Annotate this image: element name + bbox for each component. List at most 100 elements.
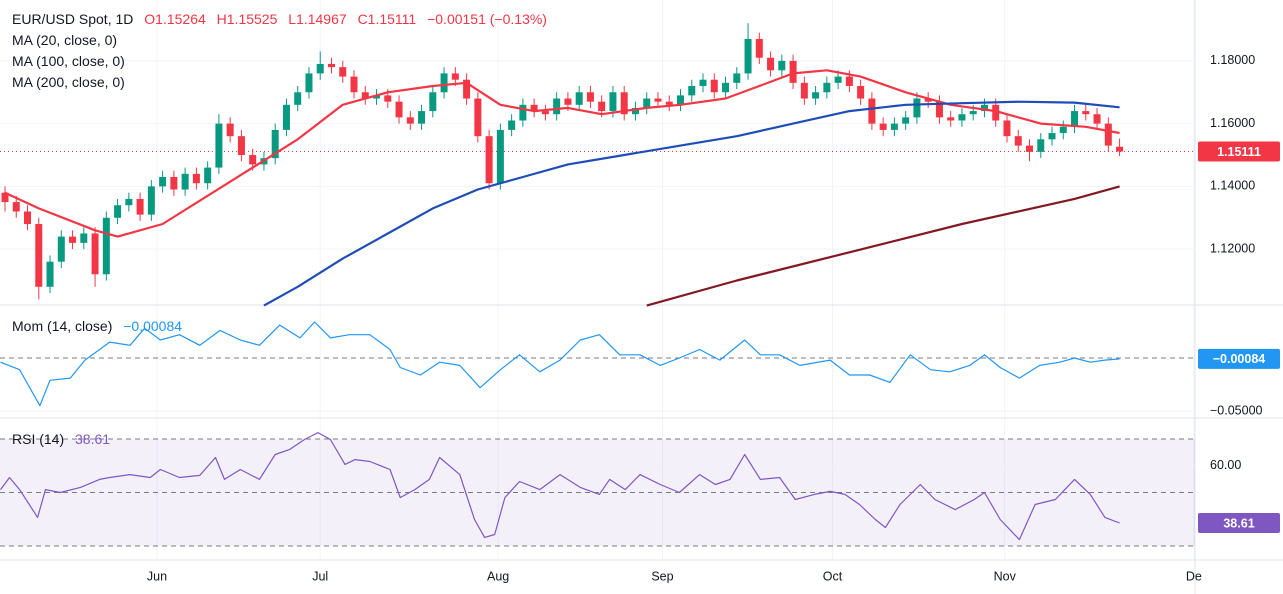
candle-body bbox=[69, 236, 77, 243]
legend-entry: Mom (14, close) bbox=[12, 318, 113, 334]
candle-body bbox=[485, 136, 493, 184]
candle-body bbox=[294, 92, 302, 105]
candle-body bbox=[57, 236, 65, 262]
candle-body bbox=[440, 73, 448, 93]
candle-body bbox=[778, 60, 786, 71]
candle-body bbox=[361, 92, 369, 99]
candle-body bbox=[215, 123, 223, 168]
x-tick-label: Oct bbox=[823, 569, 843, 583]
candle-body bbox=[823, 82, 831, 93]
candle-body bbox=[969, 111, 977, 115]
price-tag: 1.15111 bbox=[1217, 145, 1261, 159]
change-label: −0.00151 (−0.13%) bbox=[427, 11, 547, 27]
candle-body bbox=[530, 104, 538, 112]
close-label: C1.15111 bbox=[357, 11, 417, 27]
candle-body bbox=[1037, 139, 1045, 152]
legend-entry: MA (200, close, 0) bbox=[12, 74, 125, 90]
candle-body bbox=[282, 104, 290, 130]
candle-body bbox=[136, 198, 144, 215]
value-tag: 38.61 bbox=[1223, 516, 1254, 530]
candle-body bbox=[541, 111, 549, 115]
candle-body bbox=[1003, 120, 1011, 137]
candle-body bbox=[305, 73, 313, 93]
candle-body bbox=[575, 92, 583, 105]
moving-average bbox=[263, 100, 1120, 307]
moving-average bbox=[4, 69, 1120, 238]
candle-body bbox=[316, 64, 324, 74]
y-tick-label: 1.12000 bbox=[1210, 241, 1255, 255]
candle-body bbox=[812, 92, 820, 99]
candle-body bbox=[395, 101, 403, 118]
candle-body bbox=[519, 104, 527, 121]
y-tick-label: 60.00 bbox=[1210, 458, 1241, 472]
candle-body bbox=[1014, 136, 1022, 146]
y-tick-label: 1.16000 bbox=[1210, 116, 1255, 130]
candle-body bbox=[24, 211, 32, 225]
candle-body bbox=[1048, 133, 1056, 140]
candle-body bbox=[429, 92, 437, 112]
y-tick-label: 1.14000 bbox=[1210, 179, 1255, 193]
x-tick-label: Jun bbox=[147, 569, 167, 583]
candle-body bbox=[868, 98, 876, 124]
candle-body bbox=[800, 82, 808, 99]
candle-body bbox=[744, 38, 752, 74]
candle-body bbox=[12, 202, 20, 212]
moving-average bbox=[646, 185, 1120, 307]
y-tick-label: −0.05000 bbox=[1210, 403, 1263, 417]
candle-body bbox=[1093, 114, 1101, 124]
candle-body bbox=[654, 98, 662, 102]
candle-body bbox=[676, 95, 684, 105]
x-tick-label: Nov bbox=[994, 569, 1017, 583]
main-legend: EUR/USD Spot, 1D O1.15264 H1.15525 L1.14… bbox=[12, 9, 554, 93]
candle-body bbox=[1026, 145, 1034, 152]
rsi-legend: RSI (14) 38.61 bbox=[12, 429, 117, 450]
candle-body bbox=[339, 67, 347, 77]
candle-body bbox=[1059, 126, 1067, 134]
y-tick-label: 1.18000 bbox=[1210, 53, 1255, 67]
candle-body bbox=[463, 79, 471, 99]
candle-body bbox=[767, 57, 775, 71]
candle-body bbox=[271, 129, 279, 159]
open-label: O1.15264 bbox=[144, 11, 206, 27]
candle-body bbox=[46, 261, 54, 287]
candle-body bbox=[1071, 111, 1079, 127]
candle-body bbox=[170, 176, 178, 190]
legend-value: −0.00084 bbox=[123, 318, 183, 334]
candle-body bbox=[406, 117, 414, 124]
candle-body bbox=[91, 233, 99, 275]
candle-body bbox=[451, 73, 459, 80]
candle-body bbox=[564, 98, 572, 105]
legend-entry: RSI (14) bbox=[12, 431, 65, 447]
candle-body bbox=[181, 173, 189, 190]
symbol-title: EUR/USD Spot, 1D bbox=[12, 11, 134, 27]
candle-body bbox=[755, 38, 763, 58]
candle-body bbox=[722, 82, 730, 93]
candle-body bbox=[598, 101, 606, 112]
candle-body bbox=[237, 136, 245, 156]
candle-body bbox=[789, 60, 797, 83]
candle-body bbox=[710, 79, 718, 93]
x-tick-label: Sep bbox=[651, 569, 673, 583]
candle-body bbox=[204, 167, 212, 184]
candle-body bbox=[102, 217, 110, 275]
legend-row: EUR/USD Spot, 1D O1.15264 H1.15525 L1.14… bbox=[12, 9, 554, 30]
indicator-line bbox=[0, 321, 1120, 407]
candle-body bbox=[609, 92, 617, 112]
candle-body bbox=[474, 98, 482, 137]
value-tag-bg bbox=[1198, 512, 1280, 533]
candle-body bbox=[249, 155, 257, 165]
candle-body bbox=[1116, 146, 1124, 152]
candle-body bbox=[418, 111, 426, 124]
candle-body bbox=[192, 173, 200, 184]
indicator-line bbox=[0, 432, 1120, 541]
legend-entry: MA (100, close, 0) bbox=[12, 53, 125, 69]
candle-body bbox=[935, 101, 943, 118]
candle-body bbox=[980, 104, 988, 112]
candle-body bbox=[586, 92, 594, 102]
candle-body bbox=[147, 186, 155, 215]
candle-body bbox=[508, 120, 516, 130]
candle-body bbox=[80, 233, 88, 243]
value-tag-bg bbox=[1198, 348, 1280, 369]
candle-body bbox=[373, 95, 381, 99]
